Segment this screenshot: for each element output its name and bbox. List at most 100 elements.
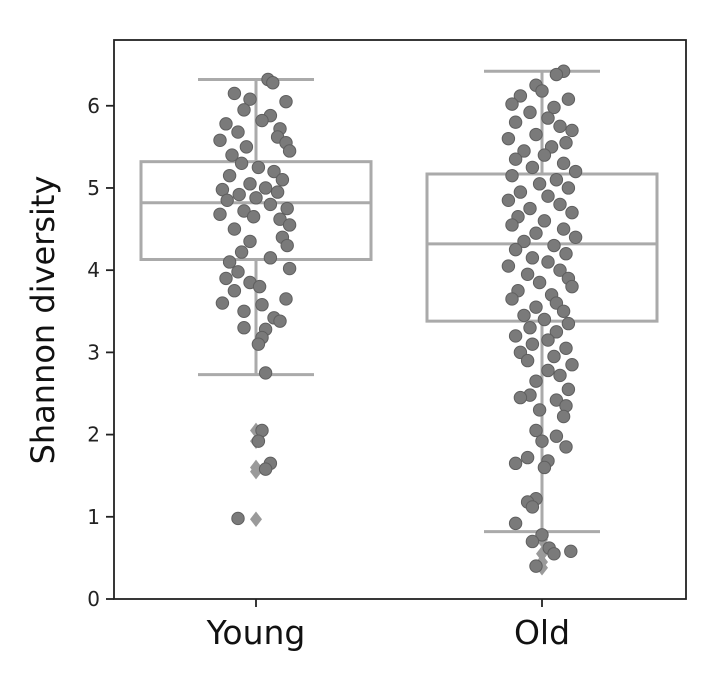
data-point-young bbox=[251, 160, 266, 175]
data-point-young bbox=[282, 261, 297, 276]
data-point-old bbox=[541, 111, 555, 125]
box-group-old bbox=[425, 64, 659, 576]
data-point-old bbox=[508, 456, 523, 471]
data-point-young bbox=[280, 201, 294, 216]
data-point-old bbox=[535, 84, 549, 98]
data-point-old bbox=[568, 230, 583, 244]
data-point-young bbox=[258, 181, 273, 195]
data-point-young bbox=[237, 321, 251, 335]
data-point-old bbox=[513, 390, 528, 405]
data-point-old bbox=[532, 177, 547, 191]
data-point-old bbox=[553, 119, 567, 134]
outlier-marker-young bbox=[250, 463, 262, 480]
data-point-old bbox=[520, 267, 535, 281]
data-point-old bbox=[532, 275, 547, 290]
data-point-old bbox=[564, 544, 578, 559]
data-point-young bbox=[251, 434, 266, 448]
y-axis-title: Shannon diversity bbox=[24, 176, 62, 465]
data-point-old bbox=[547, 100, 561, 115]
data-point-young bbox=[227, 86, 242, 101]
data-point-old bbox=[535, 528, 549, 542]
data-point-old bbox=[565, 358, 579, 372]
data-point-old bbox=[561, 382, 576, 397]
data-point-young bbox=[227, 284, 242, 298]
data-point-old bbox=[559, 341, 573, 355]
data-point-old bbox=[561, 316, 576, 331]
data-point-old bbox=[565, 205, 579, 220]
data-point-old bbox=[529, 300, 543, 314]
y-tick-label: 3 bbox=[87, 340, 100, 364]
data-point-old bbox=[505, 218, 519, 232]
data-point-young bbox=[243, 92, 257, 106]
data-point-old bbox=[525, 500, 540, 514]
data-point-young bbox=[222, 255, 237, 269]
data-point-old bbox=[505, 97, 519, 111]
data-point-old bbox=[508, 516, 523, 531]
data-point-old bbox=[556, 222, 571, 236]
data-point-young bbox=[219, 271, 233, 286]
data-point-old bbox=[561, 92, 576, 106]
data-point-young bbox=[231, 125, 245, 139]
data-point-old bbox=[529, 374, 543, 388]
data-point-young bbox=[255, 298, 269, 312]
data-point-young bbox=[282, 144, 297, 158]
box-group-young bbox=[139, 72, 373, 528]
data-point-old bbox=[556, 156, 571, 171]
data-point-old bbox=[513, 185, 528, 199]
data-point-old bbox=[537, 460, 552, 475]
data-point-old bbox=[532, 403, 547, 417]
outlier-marker-young bbox=[250, 511, 262, 528]
data-point-old bbox=[529, 226, 543, 240]
data-point-old bbox=[547, 238, 561, 253]
data-point-old bbox=[537, 312, 552, 327]
data-point-old bbox=[508, 152, 523, 166]
data-point-young bbox=[222, 168, 237, 183]
data-point-old bbox=[556, 409, 571, 424]
y-tick-label: 0 bbox=[87, 587, 100, 611]
data-point-old bbox=[523, 321, 537, 335]
data-point-young bbox=[225, 148, 239, 162]
data-point-old bbox=[517, 308, 531, 323]
data-point-young bbox=[234, 156, 249, 171]
data-point-old bbox=[537, 148, 552, 162]
data-point-young bbox=[255, 113, 269, 128]
data-point-old bbox=[523, 201, 537, 216]
data-point-young bbox=[258, 366, 273, 380]
data-point-old bbox=[529, 127, 543, 142]
data-point-young bbox=[282, 218, 297, 232]
data-point-old bbox=[553, 368, 567, 383]
y-tick-label: 6 bbox=[87, 94, 100, 118]
data-point-young bbox=[279, 292, 293, 306]
data-point-young bbox=[219, 117, 233, 131]
data-point-old bbox=[561, 181, 576, 195]
data-point-old bbox=[525, 251, 540, 265]
data-point-old bbox=[529, 423, 543, 438]
y-tick-label: 4 bbox=[87, 258, 100, 282]
data-point-old bbox=[508, 115, 523, 129]
data-point-young bbox=[239, 140, 254, 154]
data-point-old bbox=[565, 123, 579, 138]
axes-frame bbox=[113, 39, 687, 600]
data-point-old bbox=[505, 292, 519, 306]
data-point-old bbox=[556, 304, 571, 318]
data-point-young bbox=[220, 193, 234, 208]
data-point-old bbox=[501, 259, 516, 273]
data-point-old bbox=[547, 547, 561, 561]
data-point-old bbox=[549, 325, 564, 339]
data-point-young bbox=[273, 314, 287, 328]
data-point-young bbox=[231, 511, 245, 526]
data-point-old bbox=[529, 559, 543, 573]
data-point-young bbox=[237, 304, 251, 318]
data-point-young bbox=[232, 187, 246, 202]
data-point-old bbox=[501, 193, 516, 208]
data-point-young bbox=[270, 185, 285, 199]
data-point-old bbox=[541, 333, 555, 347]
data-point-old bbox=[517, 144, 531, 158]
data-point-young bbox=[213, 133, 227, 147]
data-point-old bbox=[547, 349, 561, 364]
axes: 0 1 2 3 4 5 6 Young Old bbox=[87, 94, 570, 652]
data-point-old bbox=[517, 234, 531, 249]
data-point-old bbox=[508, 242, 523, 257]
data-point-young bbox=[246, 210, 261, 224]
data-point-young bbox=[279, 94, 293, 109]
